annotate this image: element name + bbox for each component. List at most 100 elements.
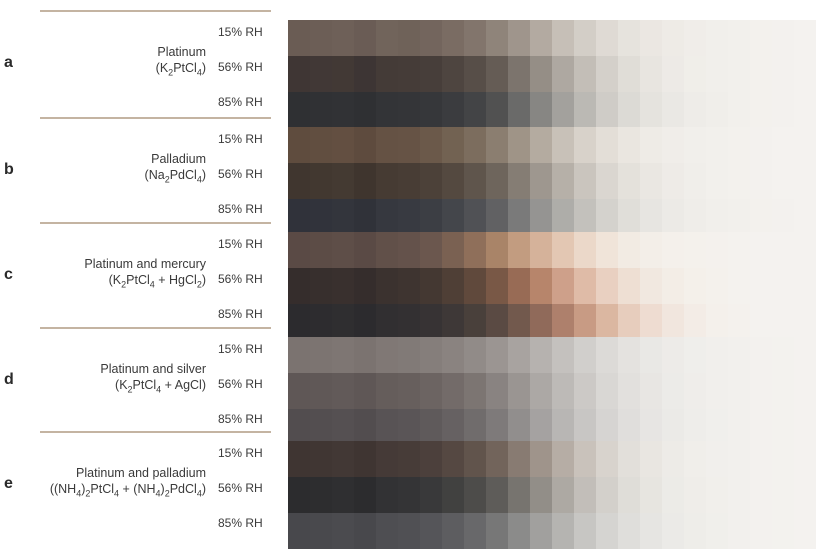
- tone-step: [618, 409, 640, 445]
- tone-step: [398, 373, 420, 409]
- tone-step: [574, 477, 596, 513]
- tone-step: [574, 92, 596, 128]
- humidity-label: 85% RH: [218, 412, 263, 426]
- tone-step: [662, 513, 684, 549]
- tone-step: [354, 268, 376, 304]
- tone-step: [376, 409, 398, 445]
- tone-step: [530, 513, 552, 549]
- tone-step: [420, 373, 442, 409]
- tone-step: [288, 373, 310, 409]
- tone-step: [332, 337, 354, 373]
- tone-step: [662, 199, 684, 235]
- humidity-label: 15% RH: [218, 132, 263, 146]
- tone-step: [618, 373, 640, 409]
- tone-step: [464, 127, 486, 163]
- tone-step: [662, 163, 684, 199]
- tone-step: [486, 232, 508, 268]
- tone-step: [376, 127, 398, 163]
- tone-step: [640, 56, 662, 92]
- humidity-label: 15% RH: [218, 237, 263, 251]
- tone-step: [640, 127, 662, 163]
- panel-b: b Palladium (Na2PdCl4) 15% RH 56% RH 85% RH: [0, 117, 816, 235]
- tone-strip: [288, 477, 816, 513]
- tone-step: [486, 199, 508, 235]
- tone-step: [728, 304, 750, 340]
- tone-step: [398, 127, 420, 163]
- tone-step: [398, 513, 420, 549]
- panel-divider: [40, 222, 271, 224]
- tone-step: [354, 127, 376, 163]
- tone-step: [728, 92, 750, 128]
- tone-step: [332, 477, 354, 513]
- tone-step: [706, 92, 728, 128]
- humidity-label: 56% RH: [218, 167, 263, 181]
- tone-step: [486, 477, 508, 513]
- panel-e: e Platinum and palladium ((NH4)2PtCl4 + (N…: [0, 431, 816, 549]
- tone-step: [486, 56, 508, 92]
- tone-step: [398, 163, 420, 199]
- tone-step: [662, 441, 684, 477]
- tone-step: [376, 513, 398, 549]
- tone-step: [376, 92, 398, 128]
- tone-step: [310, 304, 332, 340]
- tone-step: [596, 477, 618, 513]
- tone-step: [728, 373, 750, 409]
- tone-step: [354, 441, 376, 477]
- tone-step: [772, 232, 794, 268]
- tone-step: [552, 373, 574, 409]
- tone-step: [464, 56, 486, 92]
- tone-step: [508, 268, 530, 304]
- humidity-label: 56% RH: [218, 481, 263, 495]
- tone-step: [288, 337, 310, 373]
- tone-step: [508, 232, 530, 268]
- tone-step: [376, 373, 398, 409]
- tone-step: [662, 92, 684, 128]
- tone-step: [772, 127, 794, 163]
- tone-step: [332, 20, 354, 56]
- tone-step: [772, 92, 794, 128]
- tone-step: [618, 20, 640, 56]
- tone-step: [508, 56, 530, 92]
- tone-step: [376, 199, 398, 235]
- tone-step: [750, 409, 772, 445]
- tone-step: [464, 373, 486, 409]
- tone-step: [442, 477, 464, 513]
- tone-step: [332, 373, 354, 409]
- tone-step: [684, 373, 706, 409]
- panel-d: d Platinum and silver (K2PtCl4 + AgCl) 15% …: [0, 327, 816, 445]
- tone-step: [420, 441, 442, 477]
- tone-step: [530, 477, 552, 513]
- tone-step: [794, 513, 816, 549]
- tone-step: [420, 92, 442, 128]
- tone-step: [354, 163, 376, 199]
- tone-step: [640, 337, 662, 373]
- tone-step: [376, 20, 398, 56]
- tone-step: [508, 127, 530, 163]
- tone-step: [794, 304, 816, 340]
- tone-step: [508, 163, 530, 199]
- tone-step: [684, 268, 706, 304]
- panel-description: Platinum (K2PtCl4): [156, 44, 206, 81]
- sensitizer-name: Platinum: [157, 45, 206, 59]
- tone-step: [332, 199, 354, 235]
- tone-step: [310, 513, 332, 549]
- humidity-label: 56% RH: [218, 272, 263, 286]
- tone-step: [442, 20, 464, 56]
- tone-step: [750, 268, 772, 304]
- tone-step: [530, 441, 552, 477]
- tone-step: [750, 199, 772, 235]
- tone-step: [640, 409, 662, 445]
- panel-letter: c: [4, 266, 13, 283]
- tone-step: [398, 477, 420, 513]
- tone-step: [420, 477, 442, 513]
- tone-step: [618, 127, 640, 163]
- tone-step: [354, 513, 376, 549]
- humidity-label: 15% RH: [218, 25, 263, 39]
- tone-step: [398, 92, 420, 128]
- tone-step: [706, 199, 728, 235]
- tone-step: [706, 232, 728, 268]
- tone-step: [574, 373, 596, 409]
- tone-step: [794, 337, 816, 373]
- tone-step: [640, 232, 662, 268]
- tone-step: [552, 441, 574, 477]
